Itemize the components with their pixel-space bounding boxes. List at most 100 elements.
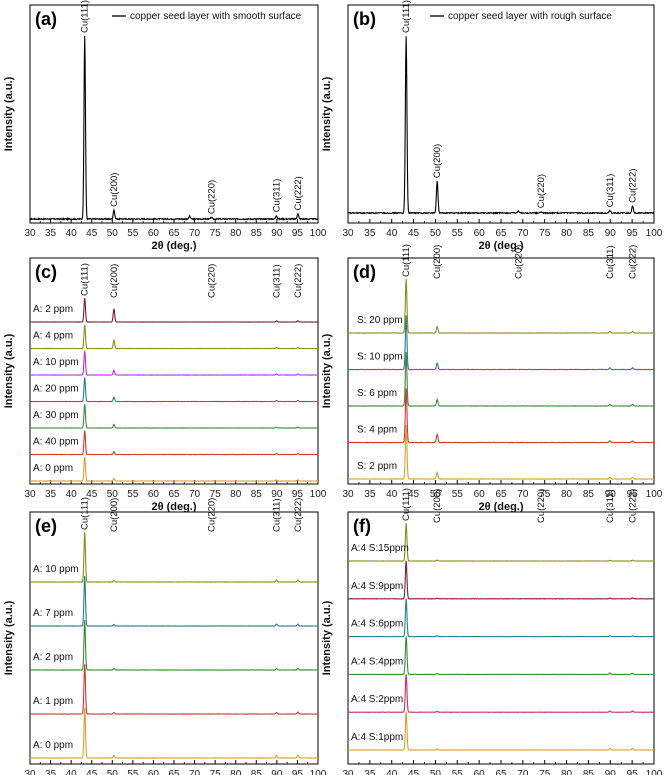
- peak-label: Cu(311): [605, 489, 616, 523]
- peak-label: Cu(200): [432, 489, 443, 523]
- x-tick-label: 65: [168, 489, 180, 500]
- peak-label: Cu(222): [293, 264, 304, 298]
- peak-label: Cu(200): [432, 245, 443, 279]
- y-axis-label: Intensity (a.u.): [3, 76, 15, 151]
- peak-label: Cu(111): [401, 0, 412, 33]
- series-line: [29, 350, 319, 376]
- series-line: [347, 424, 654, 480]
- x-tick-label: 70: [189, 228, 201, 239]
- panel-4: 30 35 40 45 50 55 60 65 70 75 80 85 90 95 100 2θ (deg.)…: [3, 497, 327, 775]
- x-tick-label: 45: [408, 769, 420, 775]
- x-tick-label: 100: [310, 489, 327, 500]
- x-tick-label: 70: [189, 489, 201, 500]
- series-line: [29, 707, 319, 759]
- series-label: A:4 S:15ppm: [351, 543, 409, 554]
- x-tick-label: 70: [517, 489, 529, 500]
- x-tick-label: 75: [539, 228, 551, 239]
- peak-label: Cu(311): [605, 245, 616, 279]
- x-tick-label: 75: [210, 228, 222, 239]
- x-tick-label: 100: [646, 769, 663, 775]
- y-axis-label: Intensity (a.u.): [321, 76, 333, 151]
- x-tick-label: 50: [107, 489, 119, 500]
- peak-label: Cu(222): [628, 169, 639, 203]
- x-tick-label: 90: [271, 489, 283, 500]
- series-label: A: 40 ppm: [33, 437, 79, 448]
- plot-frame: [347, 257, 655, 485]
- series-line: [29, 430, 319, 456]
- x-tick-label: 60: [148, 228, 160, 239]
- series-line: [348, 711, 655, 751]
- x-tick-label: 95: [292, 228, 304, 239]
- series-label: A: 4 ppm: [33, 331, 73, 342]
- x-axis-label: 2θ (deg.): [151, 501, 196, 513]
- x-tick-label: 100: [310, 228, 327, 239]
- x-tick-label: 40: [66, 769, 78, 775]
- x-tick-label: 60: [148, 769, 160, 775]
- series-label: A:4 S:2ppm: [351, 694, 403, 705]
- peak-label: Cu(111): [80, 263, 91, 296]
- x-tick-label: 40: [66, 489, 78, 500]
- x-tick-label: 95: [627, 769, 639, 775]
- peak-label: Cu(220): [206, 498, 217, 532]
- series-label: S: 4 ppm: [357, 425, 397, 436]
- series-line: [347, 598, 655, 638]
- series-label: A: 2 ppm: [33, 652, 73, 663]
- x-tick-label: 90: [271, 769, 283, 775]
- series-line: [29, 456, 319, 482]
- peak-label: Cu(220): [513, 245, 524, 279]
- series-line: [29, 575, 319, 627]
- x-tick-label: 100: [310, 769, 327, 775]
- series-line: [29, 377, 319, 403]
- series-line: [29, 324, 319, 350]
- x-tick-label: 95: [627, 228, 639, 239]
- x-tick-label: 35: [45, 489, 57, 500]
- x-tick-label: 35: [364, 228, 376, 239]
- panel-5: 30 35 40 45 50 55 60 65 70 75 80 85 90 95 100 2θ (deg.)…: [321, 488, 663, 775]
- y-axis-label: Intensity (a.u.): [321, 600, 333, 675]
- panel-1: 30 35 40 45 50 55 60 65 70 75 80 85 90 95 100 2θ (deg.)…: [321, 0, 663, 252]
- peak-label: Cu(222): [628, 245, 639, 279]
- x-tick-label: 50: [430, 489, 442, 500]
- peak-label: Cu(220): [536, 489, 547, 523]
- x-tick-label: 75: [210, 489, 222, 500]
- series-line: [347, 36, 655, 215]
- panel-3: 30 35 40 45 50 55 60 65 70 75 80 85 90 95 100 2θ (deg.)…: [321, 244, 663, 513]
- series-label: A: 7 ppm: [33, 608, 73, 619]
- x-tick-label: 60: [148, 489, 160, 500]
- x-tick-label: 90: [605, 769, 617, 775]
- x-tick-label: 100: [646, 228, 663, 239]
- x-axis-label: 2θ (deg.): [478, 240, 523, 252]
- x-tick-label: 35: [364, 769, 376, 775]
- y-axis-label: Intensity (a.u.): [321, 333, 333, 408]
- series-label: A: 20 ppm: [33, 384, 79, 395]
- x-tick-label: 80: [561, 769, 573, 775]
- x-tick-label: 30: [24, 489, 36, 500]
- x-tick-label: 45: [86, 769, 98, 775]
- x-tick-label: 30: [24, 769, 36, 775]
- series-label: A: 10 ppm: [33, 564, 79, 575]
- x-tick-label: 100: [646, 489, 663, 500]
- x-tick-label: 95: [292, 769, 304, 775]
- series-line: [29, 531, 319, 583]
- panel-label: (e): [35, 516, 57, 536]
- series-label: A:4 S:1ppm: [351, 732, 403, 743]
- x-tick-label: 85: [251, 769, 263, 775]
- peak-label: Cu(111): [80, 0, 91, 33]
- series-label: A: 30 ppm: [33, 410, 79, 421]
- series-line: [29, 403, 319, 429]
- series-line: [29, 297, 318, 323]
- x-tick-label: 40: [66, 228, 78, 239]
- x-tick-label: 80: [230, 228, 242, 239]
- x-tick-label: 40: [386, 228, 398, 239]
- peak-label: Cu(220): [206, 180, 217, 214]
- x-tick-label: 35: [45, 228, 57, 239]
- x-tick-label: 40: [386, 489, 398, 500]
- series-line: [29, 35, 319, 222]
- series-label: A:4 S:4ppm: [351, 656, 403, 667]
- peak-label: Cu(200): [432, 144, 443, 178]
- x-axis-label: 2θ (deg.): [478, 501, 523, 513]
- peak-label: Cu(200): [109, 498, 120, 532]
- x-tick-label: 65: [495, 769, 507, 775]
- panel-label: (d): [353, 262, 376, 282]
- x-tick-label: 55: [127, 228, 139, 239]
